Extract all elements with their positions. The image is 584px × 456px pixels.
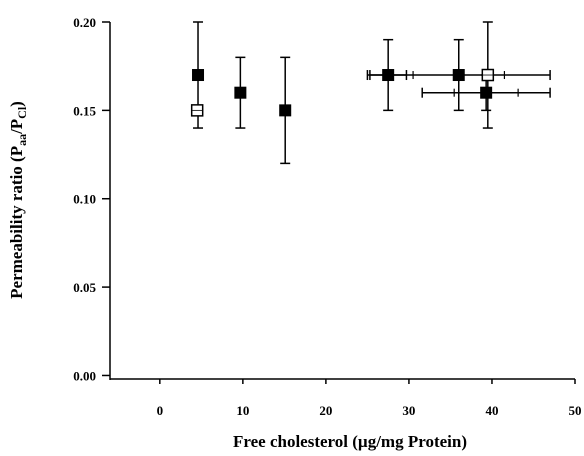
y-axis-label-prefix: Permeability ratio (P bbox=[7, 146, 26, 299]
y-tick-label: 0.05 bbox=[73, 280, 96, 295]
y-tick-label: 0.15 bbox=[73, 103, 96, 118]
y-axis-label-suffix: ) bbox=[7, 101, 26, 107]
x-tick-label: 20 bbox=[319, 403, 332, 418]
x-tick-label: 0 bbox=[157, 403, 164, 418]
data-point-filled bbox=[480, 86, 493, 99]
x-tick-label: 30 bbox=[402, 403, 415, 418]
y-axis-label-sub2: Cl bbox=[15, 106, 29, 119]
x-axis-label: Free cholesterol (µg/mg Protein) bbox=[233, 432, 467, 451]
y-tick-label: 0.10 bbox=[73, 192, 96, 207]
ticks: 0.00 0.05 0.10 0.15 0.20 0 10 20 30 40 50 bbox=[73, 15, 581, 418]
x-tick-label: 50 bbox=[569, 403, 582, 418]
y-axis-label-mid: /P bbox=[7, 119, 26, 135]
data-point-filled bbox=[279, 104, 292, 117]
axes bbox=[109, 22, 575, 380]
x-tick-label: 10 bbox=[236, 403, 249, 418]
y-tick-label: 0.20 bbox=[73, 15, 96, 30]
y-tick-label: 0.00 bbox=[73, 368, 96, 383]
data-point-filled bbox=[192, 69, 205, 82]
data-marks bbox=[190, 21, 551, 165]
y-axis-label-sub1: aa bbox=[15, 134, 29, 146]
x-tick-label: 40 bbox=[485, 403, 498, 418]
y-axis-label: Permeability ratio (Paa/PCl) bbox=[7, 101, 29, 299]
data-point-filled bbox=[452, 69, 465, 82]
data-point-filled bbox=[234, 86, 247, 99]
